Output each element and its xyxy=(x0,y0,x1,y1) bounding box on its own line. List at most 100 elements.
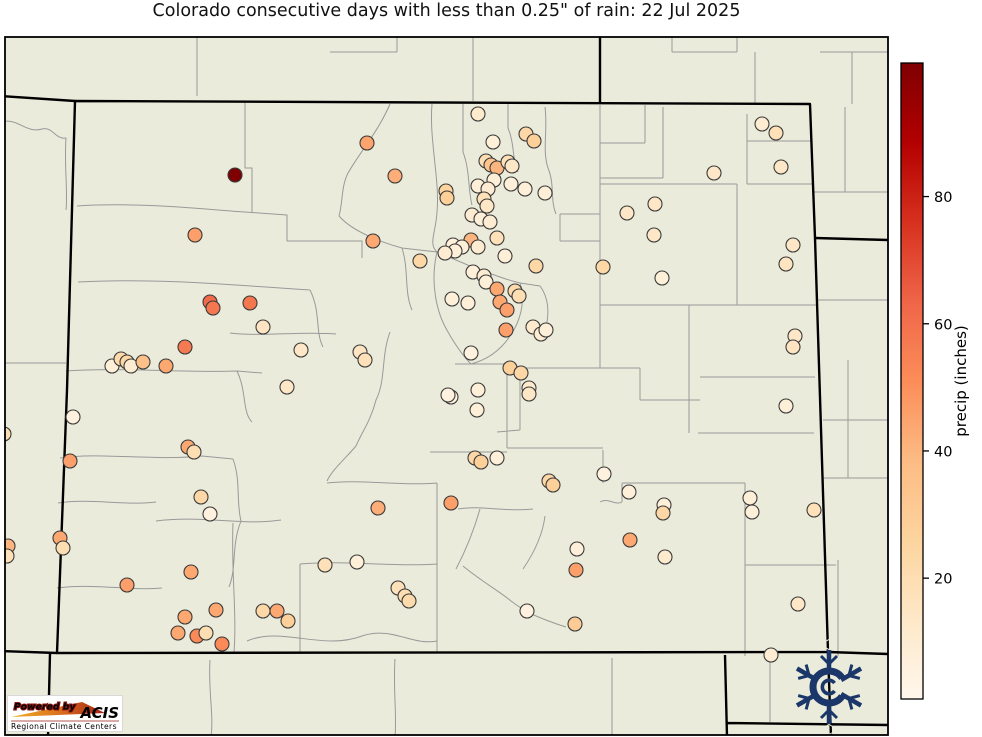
station-marker xyxy=(479,198,495,214)
colorbar-tick-label: 20 xyxy=(934,572,952,588)
station-marker xyxy=(62,453,78,469)
station-marker xyxy=(489,450,505,466)
acis-subtitle-text: Regional Climate Centers xyxy=(11,722,117,731)
station-marker xyxy=(470,382,486,398)
station-marker xyxy=(214,636,230,652)
colorado-climate-center-logo xyxy=(787,638,871,735)
station-marker xyxy=(440,387,456,403)
station-marker xyxy=(568,562,584,578)
acis-powered-by-text: Powered by xyxy=(14,703,77,713)
colorbar: 20 40 60 80 precip (inches) xyxy=(900,62,970,700)
station-marker xyxy=(596,466,612,482)
station-marker xyxy=(357,352,373,368)
station-marker xyxy=(498,322,514,338)
station-marker xyxy=(387,168,403,184)
station-marker xyxy=(619,205,635,221)
colorbar-tick-label: 80 xyxy=(934,190,952,206)
station-marker xyxy=(55,540,71,556)
station-marker xyxy=(521,386,537,402)
station-marker xyxy=(526,133,542,149)
colorbar-axis-label: precip (inches) xyxy=(952,325,970,436)
station-marker xyxy=(622,532,638,548)
station-marker xyxy=(742,490,758,506)
county-lines-eastern-plains xyxy=(430,105,836,656)
station-marker xyxy=(412,253,428,269)
station-marker xyxy=(279,379,295,395)
station-marker xyxy=(657,549,673,565)
colorbar-tick-label: 40 xyxy=(934,444,952,460)
station-marker xyxy=(504,158,520,174)
station-marker xyxy=(621,484,637,500)
station-marker xyxy=(744,504,760,520)
station-marker xyxy=(370,500,386,516)
station-marker xyxy=(135,354,151,370)
station-marker xyxy=(349,554,365,570)
county-boundaries xyxy=(5,37,888,735)
station-marker xyxy=(489,230,505,246)
station-marker xyxy=(255,603,271,619)
acis-name-text: ACIS xyxy=(79,704,119,722)
station-marker xyxy=(460,295,476,311)
station-marker xyxy=(317,557,333,573)
station-marker xyxy=(537,185,553,201)
station-marker xyxy=(177,339,193,355)
map-plot-area xyxy=(5,37,888,735)
station-marker xyxy=(242,295,258,311)
snowflake-inner-c xyxy=(820,678,836,696)
county-lines-neighbor-states xyxy=(5,37,888,735)
station-marker xyxy=(177,609,193,625)
station-marker xyxy=(444,291,460,307)
station-marker xyxy=(186,444,202,460)
station-marker xyxy=(280,613,296,629)
station-marker xyxy=(778,398,794,414)
station-marker xyxy=(519,603,535,619)
station-marker xyxy=(227,167,243,183)
station-marker xyxy=(647,196,663,212)
station-marker xyxy=(359,135,375,151)
station-marker xyxy=(513,365,529,381)
snowflake-arm xyxy=(839,692,871,714)
station-marker xyxy=(463,345,479,361)
colorbar-ticks: 20 40 60 80 xyxy=(923,190,952,588)
station-marker xyxy=(706,165,722,181)
station-marker xyxy=(65,409,81,425)
station-marker xyxy=(773,159,789,175)
station-marker xyxy=(778,256,794,272)
station-marker xyxy=(198,625,214,641)
plot-frame xyxy=(4,36,889,736)
station-marker xyxy=(255,319,271,335)
acis-swoosh-shape xyxy=(11,702,105,717)
station-marker xyxy=(158,358,174,374)
station-marker xyxy=(193,489,209,505)
station-marker xyxy=(806,502,822,518)
station-marker xyxy=(478,274,494,290)
station-marker xyxy=(499,302,515,318)
station-marker xyxy=(538,322,554,338)
colorbar-tick-label: 60 xyxy=(934,317,952,333)
station-marker xyxy=(439,190,455,206)
station-marker xyxy=(517,181,533,197)
station-marker xyxy=(655,505,671,521)
station-marker xyxy=(654,270,670,286)
station-marker xyxy=(183,564,199,580)
station-marker xyxy=(437,245,453,261)
station-marker xyxy=(785,237,801,253)
station-marker xyxy=(768,125,784,141)
station-marker xyxy=(5,548,15,564)
station-marker xyxy=(482,214,498,230)
map-title: Colorado consecutive days with less than… xyxy=(152,1,741,21)
station-marker xyxy=(187,227,203,243)
acis-logo: Powered by ACIS Regional Climate Centers xyxy=(7,695,123,732)
station-marker xyxy=(646,227,662,243)
station-marker xyxy=(595,259,611,275)
station-marker xyxy=(569,541,585,557)
colorbar-gradient-bar xyxy=(900,62,924,700)
station-marker xyxy=(202,506,218,522)
station-marker xyxy=(790,596,806,612)
station-marker xyxy=(470,106,486,122)
station-marker xyxy=(365,233,381,249)
station-marker xyxy=(511,288,527,304)
snowflake-outer-c xyxy=(809,667,845,707)
